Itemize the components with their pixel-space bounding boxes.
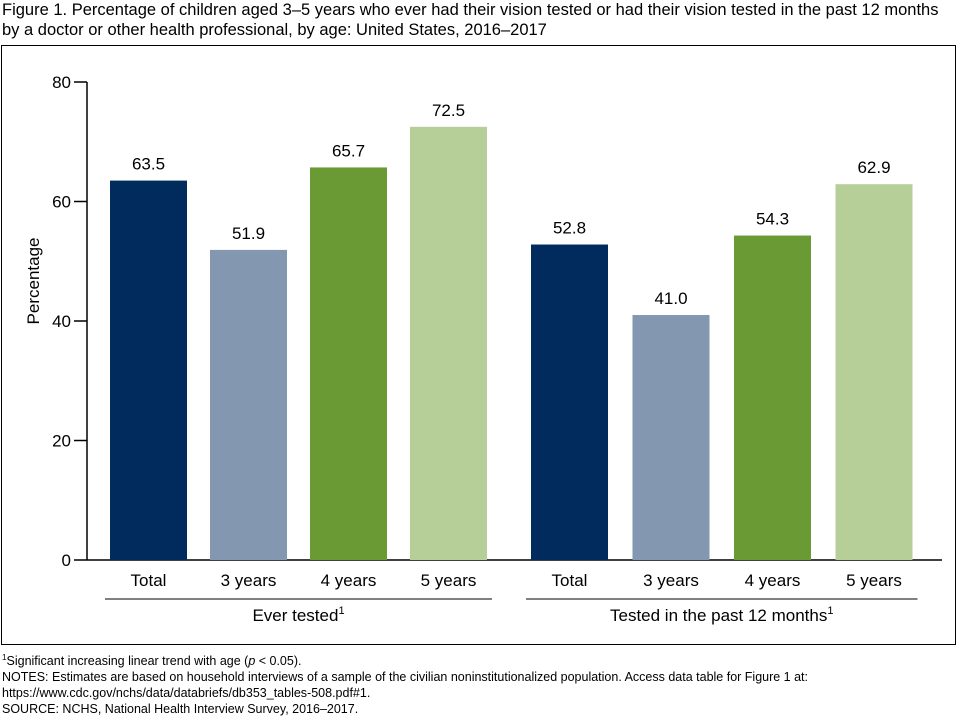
category-label: 3 years: [221, 571, 277, 590]
footnote-trend-text: Significant increasing linear trend with…: [7, 654, 249, 668]
y-tick-label: 0: [62, 551, 71, 570]
bar-value-label: 62.9: [857, 158, 890, 177]
bar-chart: 0 20 40 60 80 Percentage 63.5 Total 51.9 3 years 6…: [2, 46, 955, 644]
bar: [836, 184, 913, 560]
bar-value-label: 41.0: [654, 289, 687, 308]
footnote-trend: 1Significant increasing linear trend wit…: [2, 653, 957, 669]
category-label: 4 years: [745, 571, 801, 590]
footnotes: 1Significant increasing linear trend wit…: [2, 653, 957, 717]
bar: [531, 245, 608, 560]
y-tick-label: 40: [52, 312, 71, 331]
y-tick-label: 80: [52, 73, 71, 92]
bar: [410, 127, 487, 560]
bar-value-label: 54.3: [756, 210, 789, 229]
bar: [310, 167, 387, 560]
bar-value-label: 52.8: [553, 219, 586, 238]
bar-value-label: 72.5: [432, 101, 465, 120]
category-label: Total: [552, 571, 588, 590]
category-label: 4 years: [321, 571, 377, 590]
y-tick-label: 60: [52, 193, 71, 212]
group-label: Ever tested1: [252, 605, 344, 625]
category-label: Total: [131, 571, 167, 590]
bar: [633, 315, 710, 560]
figure-title: Figure 1. Percentage of children aged 3–…: [2, 0, 952, 40]
footnote-url[interactable]: https://www.cdc.gov/nchs/data/databriefs…: [2, 685, 957, 701]
bar: [734, 236, 811, 560]
category-label: 3 years: [643, 571, 699, 590]
footnote-notes: NOTES: Estimates are based on household …: [2, 669, 957, 685]
footnote-source: SOURCE: NCHS, National Health Interview …: [2, 701, 957, 717]
chart-frame: 0 20 40 60 80 Percentage 63.5 Total 51.9 3 years 6…: [1, 45, 956, 645]
category-label: 5 years: [421, 571, 477, 590]
y-tick-label: 20: [52, 432, 71, 451]
category-label: 5 years: [846, 571, 902, 590]
bar-value-label: 51.9: [232, 224, 265, 243]
bar: [110, 181, 187, 560]
footnote-trend-end: < 0.05).: [255, 654, 301, 668]
y-axis-label: Percentage: [24, 238, 43, 325]
bar: [210, 250, 287, 560]
bar-value-label: 63.5: [132, 155, 165, 174]
group-label: Tested in the past 12 months1: [610, 605, 833, 625]
bar-value-label: 65.7: [332, 141, 365, 160]
